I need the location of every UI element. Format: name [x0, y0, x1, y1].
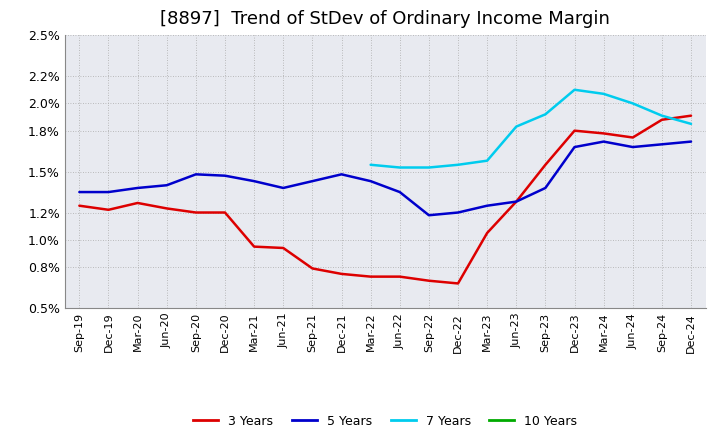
5 Years: [512, 199, 521, 204]
7 Years: [570, 87, 579, 92]
3 Years: [395, 274, 404, 279]
7 Years: [395, 165, 404, 170]
5 Years: [279, 185, 287, 191]
7 Years: [687, 121, 696, 127]
3 Years: [308, 266, 317, 271]
Line: 3 Years: 3 Years: [79, 116, 691, 283]
3 Years: [279, 246, 287, 251]
5 Years: [541, 185, 550, 191]
7 Years: [541, 112, 550, 117]
3 Years: [425, 278, 433, 283]
7 Years: [366, 162, 375, 167]
5 Years: [425, 213, 433, 218]
Title: [8897]  Trend of StDev of Ordinary Income Margin: [8897] Trend of StDev of Ordinary Income…: [161, 10, 610, 28]
3 Years: [454, 281, 462, 286]
3 Years: [687, 113, 696, 118]
5 Years: [483, 203, 492, 208]
5 Years: [250, 179, 258, 184]
7 Years: [512, 124, 521, 129]
7 Years: [599, 91, 608, 96]
3 Years: [599, 131, 608, 136]
5 Years: [308, 179, 317, 184]
3 Years: [483, 230, 492, 235]
3 Years: [541, 162, 550, 167]
5 Years: [220, 173, 229, 178]
Line: 5 Years: 5 Years: [79, 142, 691, 215]
5 Years: [657, 142, 666, 147]
7 Years: [657, 113, 666, 118]
5 Years: [395, 189, 404, 194]
5 Years: [687, 139, 696, 144]
5 Years: [75, 189, 84, 194]
3 Years: [337, 271, 346, 276]
3 Years: [657, 117, 666, 122]
7 Years: [454, 162, 462, 167]
3 Years: [220, 210, 229, 215]
3 Years: [570, 128, 579, 133]
3 Years: [250, 244, 258, 249]
3 Years: [366, 274, 375, 279]
3 Years: [133, 200, 142, 205]
5 Years: [104, 189, 113, 194]
7 Years: [425, 165, 433, 170]
5 Years: [570, 144, 579, 150]
7 Years: [483, 158, 492, 163]
7 Years: [629, 101, 637, 106]
3 Years: [104, 207, 113, 213]
3 Years: [163, 206, 171, 211]
3 Years: [75, 203, 84, 208]
5 Years: [629, 144, 637, 150]
5 Years: [133, 185, 142, 191]
Legend: 3 Years, 5 Years, 7 Years, 10 Years: 3 Years, 5 Years, 7 Years, 10 Years: [188, 410, 582, 433]
5 Years: [192, 172, 200, 177]
5 Years: [599, 139, 608, 144]
5 Years: [454, 210, 462, 215]
5 Years: [337, 172, 346, 177]
3 Years: [629, 135, 637, 140]
Line: 7 Years: 7 Years: [371, 90, 691, 168]
3 Years: [512, 199, 521, 204]
5 Years: [163, 183, 171, 188]
3 Years: [192, 210, 200, 215]
5 Years: [366, 179, 375, 184]
